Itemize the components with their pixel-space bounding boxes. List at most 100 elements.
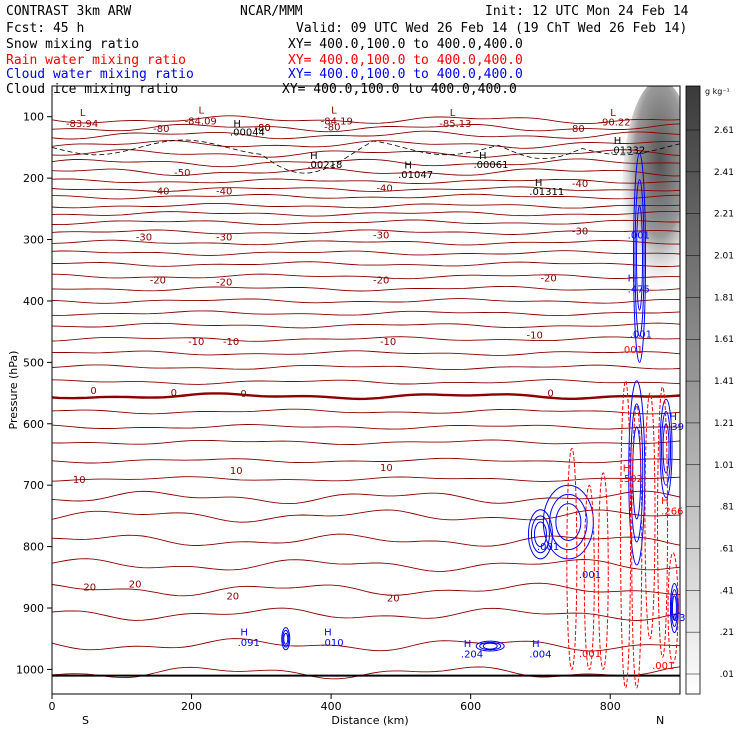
field-snow-xy: XY= 400.0,100.0 to 400.0,400.0	[288, 37, 523, 52]
rain-water-contour	[657, 386, 669, 658]
temperature-label: -20	[216, 277, 232, 288]
x-tick-label: 400	[321, 700, 342, 713]
cloud-water-label: H	[324, 627, 332, 638]
temperature-contour	[52, 638, 680, 652]
colorbar-label: 1.61	[714, 335, 734, 345]
x-tick-label: 600	[460, 700, 481, 713]
temperature-contour	[52, 379, 680, 385]
y-axis-label: Pressure (hPa)	[7, 351, 20, 430]
rain-water-label: H	[661, 496, 669, 507]
temperature-contour	[52, 158, 680, 168]
x-tick-label: 200	[181, 700, 202, 713]
cloud-ice-label: H	[404, 161, 412, 172]
temperature-contour	[52, 424, 680, 430]
cloud-water-label: .03	[670, 613, 686, 624]
temperature-label: -30	[373, 231, 389, 242]
temperature-contour	[52, 439, 680, 446]
cloud-water-contour	[630, 403, 644, 543]
cloud-water-contour	[662, 423, 670, 474]
cloud-ice-label: H	[535, 178, 543, 189]
cloud-ice-label: .00044	[230, 127, 265, 138]
colorbar: g kg⁻¹ 2.61 2.41 2.21 2.01 1.81 1.61 1.41 1.21 1…	[685, 85, 734, 695]
rain-water-label: .502	[621, 474, 643, 485]
freezing-level-contour	[52, 392, 680, 401]
temperature-contour	[52, 310, 680, 317]
temperature-label: -50	[174, 168, 190, 179]
temperature-contour	[52, 115, 680, 125]
colorbar-label: .01	[720, 670, 734, 680]
temperature-contour	[52, 229, 680, 235]
colorbar-label: .41	[720, 586, 734, 596]
temperature-label: 0	[171, 388, 177, 399]
rain-water-label: .001	[621, 345, 643, 356]
cloud-water-label: .39	[668, 422, 684, 433]
temperature-contour	[52, 193, 680, 200]
temperature-contour	[52, 350, 680, 356]
temperature-extremum: L	[80, 108, 86, 119]
temperature-contour	[52, 202, 680, 209]
temperature-contour	[52, 219, 680, 226]
temperature-extremum: -84.09	[185, 116, 217, 127]
temperature-label: -80	[324, 123, 340, 134]
field-ice-xy: XY= 400.0,100.0 to 400.0,400.0	[282, 82, 517, 97]
temperature-contour	[52, 558, 680, 572]
init-time: Init: 12 UTC Mon 24 Feb 14	[485, 4, 689, 19]
plot-frame	[51, 85, 681, 695]
temperature-label: -40	[376, 183, 392, 194]
temperature-extremum: -84.19	[321, 116, 353, 127]
temperature-extremum: -83.94	[66, 119, 98, 130]
temperature-contour	[52, 666, 680, 680]
temperature-contour	[52, 476, 680, 482]
temperature-contour	[52, 239, 680, 246]
y-tick-label: 300	[23, 234, 44, 247]
x-tick-label: 800	[600, 700, 621, 713]
cloud-water-contour	[555, 503, 582, 541]
temperature-label: 0	[90, 386, 96, 397]
cloud-water-contour	[530, 515, 550, 554]
temperature-label: -80	[153, 124, 169, 135]
cloud-ice-contour	[52, 139, 680, 174]
cloud-water-label: .001	[537, 542, 559, 553]
plot-area: -80 -80-80 -80-80-50-40 -40 -40 -40-30 -30 -30-…	[51, 85, 686, 695]
cloud-water-contour	[633, 153, 647, 363]
field-rain-xy: XY= 400.0,100.0 to 400.0,400.0	[288, 53, 523, 68]
colorbar-label: 2.41	[714, 168, 734, 178]
rain-water-label: .266	[661, 506, 683, 517]
y-tick-label: 900	[23, 602, 44, 615]
rain-water-contour	[644, 392, 656, 640]
cloud-water-label: .475	[628, 285, 650, 296]
cloud-water-contour	[282, 629, 290, 648]
cloud-water-contour	[636, 205, 644, 311]
cloud-water-label: H	[532, 639, 540, 650]
temperature-extremum: L	[331, 105, 337, 116]
colorbar-label: 1.41	[714, 377, 734, 387]
cloud-water-contour	[475, 640, 505, 652]
cloud-ice-label: .01311	[529, 187, 564, 198]
y-tick-label: 200	[23, 172, 44, 185]
y-tick-label: 400	[23, 295, 44, 308]
rain-water-contour	[566, 447, 578, 670]
temperature-contour	[52, 364, 680, 371]
endpoint-south: S	[82, 714, 89, 727]
cloud-water-label: .091	[238, 638, 260, 649]
temperature-extremum: L	[450, 108, 456, 119]
cloud-water-label: .001	[630, 329, 652, 340]
temperature-contour	[52, 298, 680, 304]
temperature-contour	[52, 490, 680, 505]
colorbar-fill	[685, 85, 701, 695]
temperature-label: 0	[547, 388, 553, 399]
temperature-contour	[52, 457, 680, 464]
temperature-extremum: -85.13	[439, 119, 471, 130]
cloud-ice-label: .01332	[610, 145, 645, 156]
temperature-contour	[52, 285, 680, 292]
temperature-contour	[52, 509, 680, 523]
temperature-extremum: L	[199, 105, 205, 116]
temperature-label: -80	[254, 123, 270, 134]
colorbar-label: 2.01	[714, 252, 734, 262]
temperature-contour	[52, 582, 680, 597]
cloud-water-contour	[281, 627, 291, 651]
colorbar-label: .61	[720, 544, 734, 554]
temperature-extremum: L	[610, 108, 616, 119]
temperature-label: -20	[540, 274, 556, 285]
